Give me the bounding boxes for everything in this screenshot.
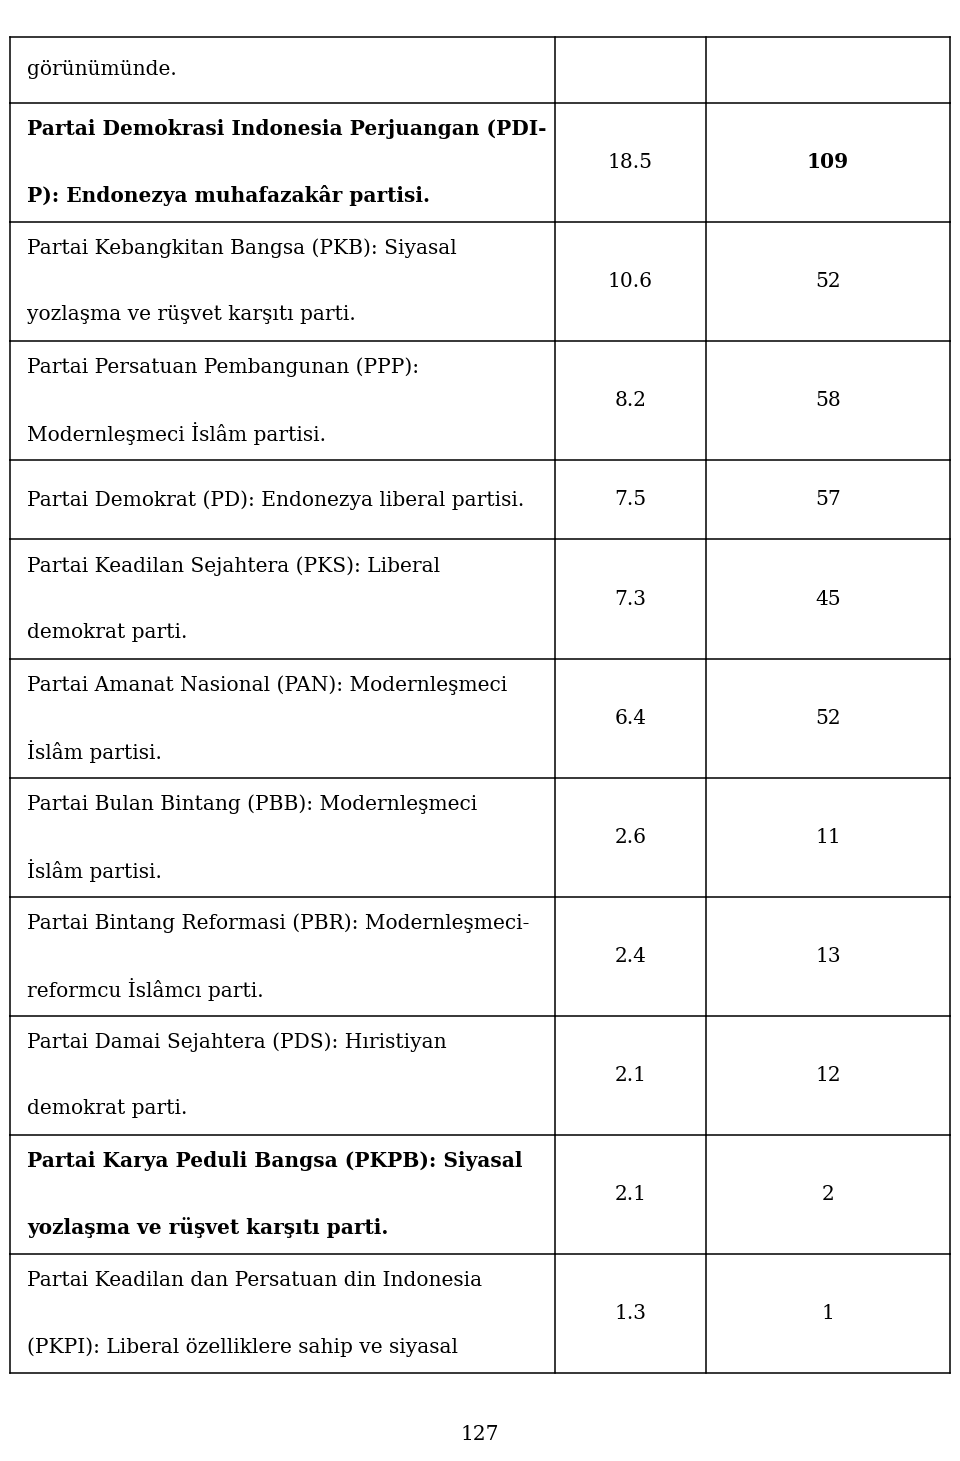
Text: görünümünde.: görünümünde. (27, 60, 177, 79)
Text: 2.4: 2.4 (614, 947, 646, 966)
Text: P): Endonezya muhafazakâr partisi.: P): Endonezya muhafazakâr partisi. (27, 186, 430, 206)
Text: Partai Keadilan Sejahtera (PKS): Liberal: Partai Keadilan Sejahtera (PKS): Liberal (27, 555, 440, 576)
Text: 127: 127 (461, 1424, 499, 1445)
Text: 2.1: 2.1 (614, 1185, 646, 1204)
Text: 2.1: 2.1 (614, 1067, 646, 1086)
Text: 13: 13 (815, 947, 841, 966)
Text: 7.5: 7.5 (614, 491, 646, 510)
Text: Partai Damai Sejahtera (PDS): Hıristiyan: Partai Damai Sejahtera (PDS): Hıristiyan (27, 1033, 446, 1052)
Text: Partai Demokrasi Indonesia Perjuangan (PDI-: Partai Demokrasi Indonesia Perjuangan (P… (27, 118, 546, 139)
Text: (PKPI): Liberal özelliklere sahip ve siyasal: (PKPI): Liberal özelliklere sahip ve siy… (27, 1337, 458, 1357)
Text: Partai Bintang Reformasi (PBR): Modernleşmeci-: Partai Bintang Reformasi (PBR): Modernle… (27, 913, 529, 934)
Text: Modernleşmeci İslâm partisi.: Modernleşmeci İslâm partisi. (27, 422, 325, 446)
Text: demokrat parti.: demokrat parti. (27, 1099, 187, 1118)
Text: 57: 57 (815, 491, 841, 510)
Text: Partai Amanat Nasional (PAN): Modernleşmeci: Partai Amanat Nasional (PAN): Modernleşm… (27, 675, 507, 694)
Text: 109: 109 (807, 152, 849, 172)
Text: 1: 1 (822, 1305, 834, 1324)
Text: 6.4: 6.4 (614, 709, 646, 728)
Text: 18.5: 18.5 (608, 153, 653, 172)
Text: 52: 52 (815, 272, 841, 291)
Text: 12: 12 (815, 1067, 841, 1086)
Text: Partai Bulan Bintang (PBB): Modernleşmeci: Partai Bulan Bintang (PBB): Modernleşmec… (27, 795, 477, 814)
Text: Partai Persatuan Pembangunan (PPP):: Partai Persatuan Pembangunan (PPP): (27, 358, 419, 377)
Text: 58: 58 (815, 392, 841, 411)
Text: 2.6: 2.6 (614, 828, 646, 847)
Text: Partai Keadilan dan Persatuan din Indonesia: Partai Keadilan dan Persatuan din Indone… (27, 1271, 482, 1290)
Text: 10.6: 10.6 (608, 272, 653, 291)
Text: İslâm partisi.: İslâm partisi. (27, 859, 161, 882)
Text: 1.3: 1.3 (614, 1305, 646, 1324)
Text: Partai Kebangkitan Bangsa (PKB): Siyasal: Partai Kebangkitan Bangsa (PKB): Siyasal (27, 238, 457, 257)
Text: 2: 2 (822, 1185, 834, 1204)
Text: yozlaşma ve rüşvet karşıtı parti.: yozlaşma ve rüşvet karşıtı parti. (27, 305, 355, 324)
Text: 8.2: 8.2 (614, 392, 646, 411)
Text: reformcu İslâmcı parti.: reformcu İslâmcı parti. (27, 979, 263, 1001)
Text: 11: 11 (815, 828, 841, 847)
Text: İslâm partisi.: İslâm partisi. (27, 741, 161, 763)
Text: yozlaşma ve rüşvet karşıtı parti.: yozlaşma ve rüşvet karşıtı parti. (27, 1217, 388, 1239)
Text: 52: 52 (815, 709, 841, 728)
Text: Partai Karya Peduli Bangsa (PKPB): Siyasal: Partai Karya Peduli Bangsa (PKPB): Siyas… (27, 1151, 522, 1172)
Text: 7.3: 7.3 (614, 590, 646, 609)
Text: demokrat parti.: demokrat parti. (27, 622, 187, 641)
Text: 45: 45 (815, 590, 841, 609)
Text: Partai Demokrat (PD): Endonezya liberal partisi.: Partai Demokrat (PD): Endonezya liberal … (27, 489, 524, 510)
